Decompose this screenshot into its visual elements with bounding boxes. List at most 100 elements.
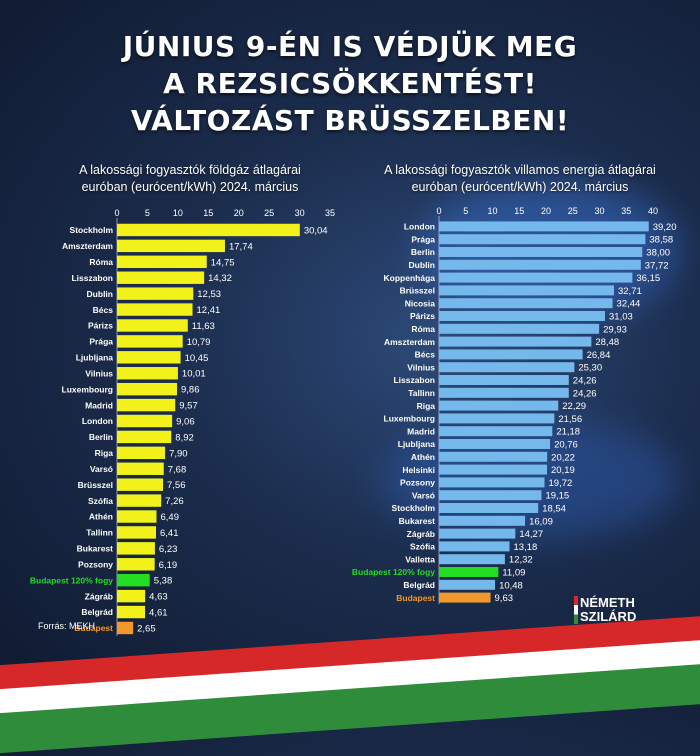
value-label: 38,00: [646, 248, 670, 259]
value-label: 24,26: [573, 376, 597, 387]
category-label: Stockholm: [392, 503, 436, 513]
bar: [439, 362, 575, 373]
value-label: 14,32: [208, 273, 232, 284]
value-label: 12,41: [197, 305, 221, 316]
x-tick-label: 15: [514, 206, 524, 216]
category-label: London: [82, 416, 113, 426]
category-label: Bécs: [93, 305, 114, 315]
bar: [439, 272, 633, 283]
category-label: Budapest 120% fogy: [352, 567, 435, 577]
x-tick-label: 5: [145, 208, 150, 218]
value-label: 26,84: [587, 350, 611, 361]
category-label: Lisszabon: [393, 375, 435, 385]
electric-chart-title: A lakossági fogyasztók villamos energia …: [384, 163, 656, 177]
value-label: 6,23: [159, 544, 178, 555]
bar: [439, 375, 569, 385]
value-label: 7,68: [168, 464, 187, 475]
value-label: 9,57: [179, 401, 198, 412]
value-label: 20,19: [551, 465, 575, 476]
headline-line-3: VÁLTOZÁST BRÜSSZELBEN!: [130, 104, 570, 137]
bar: [117, 510, 157, 523]
value-label: 10,48: [499, 580, 523, 591]
bar: [117, 367, 178, 380]
value-label: 5,38: [154, 576, 173, 587]
category-label: Budapest 120% fogy: [30, 575, 113, 585]
bar: [439, 592, 491, 603]
value-label: 21,56: [558, 414, 582, 425]
bar: [439, 311, 606, 321]
x-tick-label: 15: [203, 208, 213, 218]
value-label: 6,49: [160, 512, 179, 523]
x-tick-label: 0: [114, 208, 119, 218]
value-label: 10,45: [185, 353, 209, 364]
bar: [439, 336, 592, 347]
bar: [117, 239, 225, 253]
bar: [117, 462, 164, 475]
value-label: 7,56: [167, 480, 186, 491]
bar: [117, 621, 134, 635]
value-label: 22,29: [562, 401, 586, 412]
bar: [117, 398, 176, 412]
value-label: 12,53: [197, 289, 221, 300]
value-label: 13,18: [514, 542, 538, 553]
bar: [117, 271, 205, 284]
x-tick-label: 20: [541, 206, 551, 216]
value-label: 25,30: [578, 363, 602, 374]
value-label: 37,72: [645, 260, 669, 271]
bar: [117, 573, 150, 587]
category-label: Tallinn: [408, 388, 435, 398]
gas-chart-title: A lakossági fogyasztók földgáz átlagárai: [79, 163, 301, 177]
bar: [439, 285, 614, 296]
bar: [117, 558, 155, 571]
x-tick-label: 0: [436, 206, 441, 216]
electricity-price-chart: 0 5 10 15 20 25 30 35 40 London 39,20 Prága 38,58 Ber…: [351, 206, 673, 603]
category-label: Berlin: [411, 247, 435, 257]
category-label: Ljubljana: [76, 353, 114, 363]
category-label: Dublin: [409, 260, 435, 270]
category-label: Prága: [411, 234, 435, 244]
electric-chart-subtitle: euróban (eurócent/kWh) 2024. március: [411, 180, 629, 194]
category-label: Luxembourg: [384, 414, 435, 424]
category-label: London: [404, 222, 435, 232]
gas-chart-subtitle: euróban (eurócent/kWh) 2024. március: [81, 180, 299, 194]
category-label: Riga: [95, 448, 114, 458]
value-label: 21,18: [556, 427, 580, 438]
bar: [439, 400, 559, 411]
category-label: Nicosia: [405, 298, 436, 308]
bar: [439, 579, 496, 590]
electric-chart-heading: A lakossági fogyasztók villamos energia …: [355, 162, 685, 196]
bar: [439, 387, 569, 398]
category-label: Vilnius: [85, 368, 113, 378]
value-label: 12,32: [509, 555, 533, 566]
x-tick-label: 5: [463, 206, 468, 216]
value-label: 29,93: [603, 324, 627, 335]
bar: [439, 567, 499, 577]
category-label: Tallinn: [86, 528, 113, 538]
bar: [117, 414, 173, 428]
bar: [117, 542, 155, 555]
category-label: Varsó: [412, 490, 435, 500]
bar: [439, 515, 526, 526]
bar: [117, 335, 183, 348]
value-label: 32,71: [618, 286, 642, 297]
category-label: Amszterdam: [384, 337, 435, 347]
bar: [439, 234, 646, 245]
category-label: Brüsszel: [400, 286, 435, 296]
value-label: 2,65: [137, 623, 156, 634]
value-label: 19,15: [545, 491, 569, 502]
x-tick-label: 35: [621, 206, 631, 216]
category-label: Brüsszel: [78, 480, 113, 490]
category-label: Szófia: [88, 496, 113, 506]
category-label: Róma: [89, 257, 113, 267]
bar: [117, 446, 166, 460]
value-label: 38,58: [649, 235, 673, 246]
value-label: 18,54: [542, 504, 566, 515]
gas-chart-heading: A lakossági fogyasztók földgáz átlagárai…: [40, 162, 340, 196]
category-label: Dublin: [87, 289, 113, 299]
category-label: Stockholm: [70, 225, 114, 235]
bar: [117, 255, 207, 269]
category-label: Bukarest: [77, 544, 114, 554]
headline-line-1: JÚNIUS 9-ÉN IS VÉDJÜK MEG: [122, 30, 578, 63]
value-label: 32,44: [617, 299, 641, 310]
bar: [439, 349, 583, 360]
